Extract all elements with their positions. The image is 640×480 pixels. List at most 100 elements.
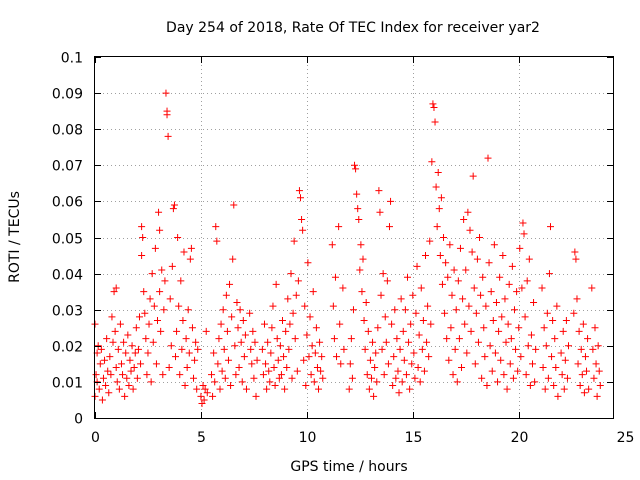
data-point — [215, 335, 223, 343]
data-point — [259, 371, 267, 379]
data-point — [483, 382, 491, 390]
data-point — [170, 201, 178, 209]
data-point — [574, 360, 582, 368]
data-point — [418, 345, 426, 353]
data-point — [199, 382, 207, 390]
data-point — [489, 317, 497, 325]
data-point — [105, 389, 113, 397]
data-point — [366, 356, 374, 364]
data-point — [394, 367, 402, 375]
data-point — [370, 392, 378, 400]
data-point — [143, 371, 151, 379]
data-point — [482, 302, 490, 310]
data-point — [183, 363, 191, 371]
data-point — [191, 356, 199, 364]
data-point — [174, 234, 182, 241]
y-tick-label: 0.03 — [52, 304, 83, 320]
data-point — [193, 385, 201, 393]
data-point — [149, 338, 157, 346]
data-point — [363, 371, 371, 379]
data-point — [382, 338, 390, 346]
data-point — [540, 324, 548, 332]
data-point — [426, 237, 434, 245]
data-point — [95, 385, 103, 393]
data-point — [356, 266, 364, 274]
data-point — [214, 360, 222, 368]
data-point — [108, 313, 116, 321]
data-point — [450, 266, 458, 274]
data-point — [528, 360, 536, 368]
data-point — [365, 385, 373, 393]
data-point — [158, 266, 166, 274]
data-point — [268, 324, 276, 332]
data-point — [588, 284, 596, 292]
data-point — [440, 234, 448, 241]
data-point — [347, 335, 355, 343]
data-point — [510, 306, 518, 314]
data-point — [209, 392, 217, 400]
data-point — [275, 374, 283, 382]
data-point — [248, 360, 256, 368]
data-point — [241, 331, 249, 339]
data-point — [98, 396, 106, 404]
x-axis-label: GPS time / hours — [290, 459, 407, 475]
data-point — [156, 288, 164, 296]
data-point — [385, 223, 393, 231]
data-point — [165, 363, 173, 371]
data-point — [496, 273, 504, 281]
data-point — [345, 385, 353, 393]
data-point — [414, 363, 422, 371]
data-point — [303, 331, 311, 339]
data-point — [266, 378, 274, 386]
data-point — [114, 345, 122, 353]
data-point — [584, 335, 592, 343]
data-point — [454, 277, 462, 285]
data-point — [235, 363, 243, 371]
data-point — [162, 89, 170, 97]
data-point — [550, 382, 558, 390]
data-point — [260, 320, 268, 328]
data-point — [137, 360, 145, 368]
data-point — [531, 378, 539, 386]
data-point — [357, 241, 365, 249]
data-point — [565, 342, 573, 350]
data-point — [301, 302, 309, 310]
data-point — [221, 374, 229, 382]
data-point — [498, 313, 506, 321]
data-point — [591, 324, 599, 332]
data-point — [104, 367, 112, 375]
data-point — [293, 367, 301, 375]
data-point — [333, 353, 341, 361]
y-tick-label: 0.1 — [61, 51, 83, 67]
data-point — [164, 132, 172, 140]
data-point — [518, 284, 526, 292]
data-point — [416, 378, 424, 386]
data-point — [166, 295, 174, 303]
data-point — [218, 367, 226, 375]
data-point — [328, 241, 336, 249]
data-point — [144, 349, 152, 357]
data-point — [547, 223, 555, 231]
data-point — [113, 378, 121, 386]
data-point — [101, 356, 109, 364]
data-point — [157, 327, 165, 335]
data-point — [281, 385, 289, 393]
data-point — [106, 353, 114, 361]
data-point — [292, 291, 300, 299]
data-point — [340, 345, 348, 353]
data-point — [405, 338, 413, 346]
data-point — [251, 338, 259, 346]
x-axis-ticks: 0 5 10 15 20 25 — [91, 57, 634, 446]
data-point — [415, 331, 423, 339]
data-point — [423, 338, 431, 346]
data-point — [297, 194, 305, 202]
data-point — [570, 309, 578, 317]
data-point — [360, 317, 368, 325]
data-point — [471, 360, 479, 368]
data-point — [198, 400, 206, 408]
data-point — [396, 345, 404, 353]
data-point — [201, 385, 209, 393]
data-point — [596, 382, 604, 390]
data-point — [190, 374, 198, 382]
